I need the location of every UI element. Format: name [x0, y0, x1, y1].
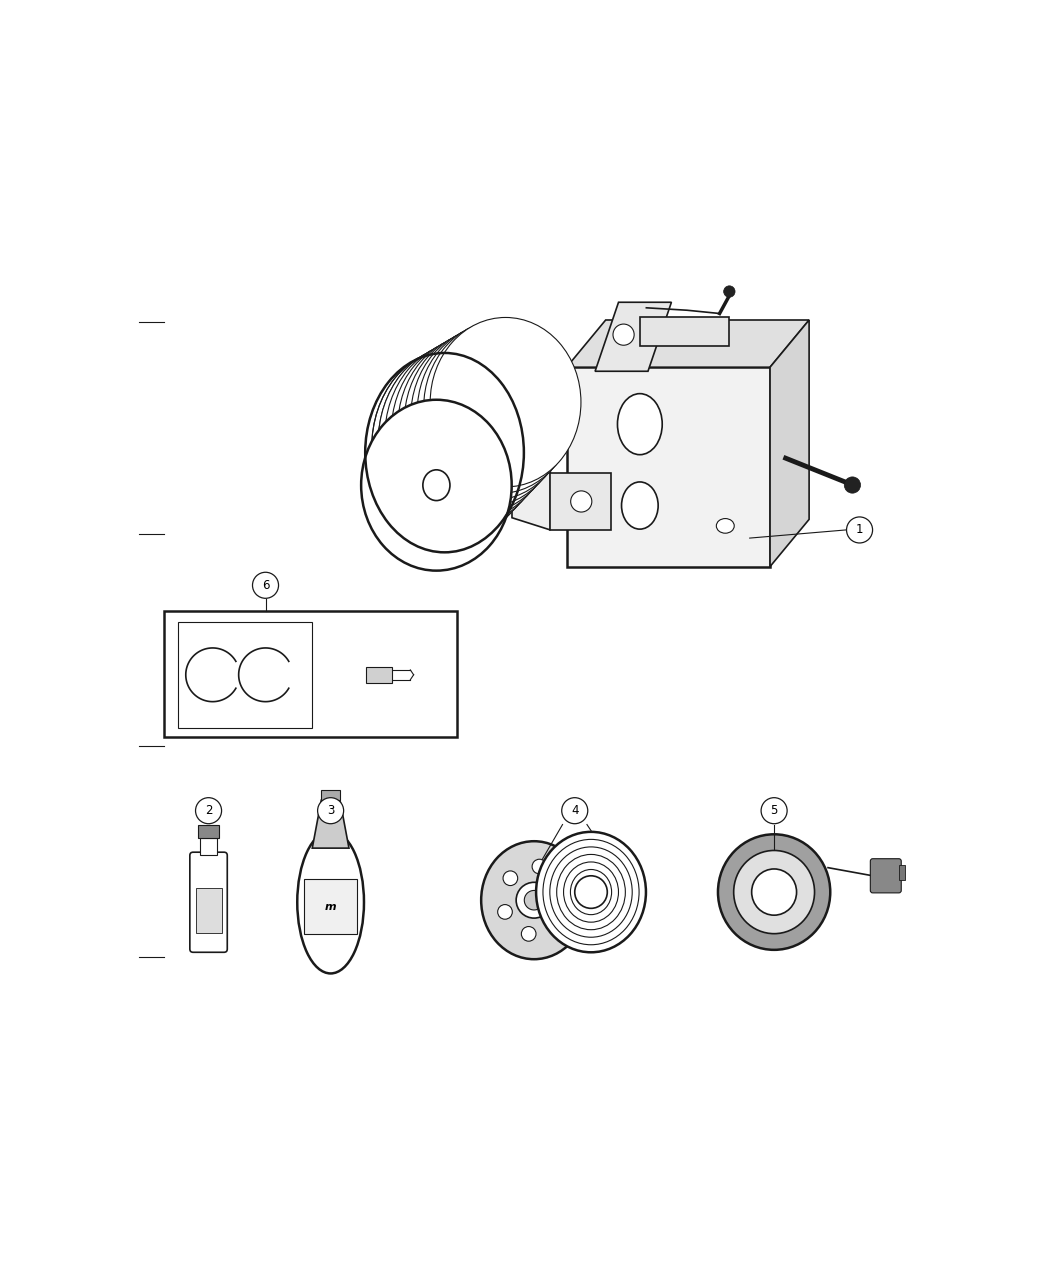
Ellipse shape: [537, 831, 646, 952]
Ellipse shape: [297, 831, 364, 973]
Circle shape: [562, 798, 588, 824]
Polygon shape: [550, 473, 611, 530]
Polygon shape: [595, 302, 671, 371]
Circle shape: [613, 324, 634, 346]
Ellipse shape: [378, 346, 536, 539]
Ellipse shape: [622, 482, 658, 529]
Ellipse shape: [384, 342, 541, 533]
Circle shape: [498, 904, 512, 919]
Circle shape: [503, 871, 518, 886]
Bar: [321, 790, 340, 801]
Bar: [197, 825, 219, 838]
Text: 5: 5: [771, 805, 778, 817]
Polygon shape: [312, 801, 349, 848]
Circle shape: [517, 882, 552, 918]
Bar: [164, 611, 457, 737]
Bar: [177, 622, 312, 728]
Text: 1: 1: [856, 524, 863, 537]
Bar: [899, 866, 905, 880]
Ellipse shape: [424, 321, 575, 493]
FancyBboxPatch shape: [190, 852, 227, 952]
Circle shape: [571, 491, 592, 513]
Circle shape: [723, 286, 735, 297]
Text: 6: 6: [261, 579, 269, 592]
Ellipse shape: [404, 332, 559, 513]
Ellipse shape: [752, 870, 797, 915]
Bar: [195, 887, 222, 933]
Circle shape: [532, 859, 547, 873]
Text: 4: 4: [571, 805, 579, 817]
Text: 3: 3: [327, 805, 334, 817]
Circle shape: [524, 890, 544, 910]
Ellipse shape: [718, 834, 831, 950]
Ellipse shape: [417, 325, 569, 500]
Circle shape: [574, 876, 607, 908]
Ellipse shape: [411, 328, 564, 506]
Ellipse shape: [617, 394, 663, 455]
Bar: [201, 838, 217, 856]
Bar: [639, 317, 730, 346]
Circle shape: [844, 477, 861, 493]
Circle shape: [846, 516, 873, 543]
FancyBboxPatch shape: [870, 858, 901, 892]
Circle shape: [761, 798, 788, 824]
Text: m: m: [324, 901, 336, 912]
Bar: [303, 880, 357, 933]
Circle shape: [550, 915, 565, 929]
Circle shape: [555, 881, 570, 896]
Ellipse shape: [392, 339, 547, 527]
Ellipse shape: [734, 850, 815, 933]
Ellipse shape: [372, 349, 529, 546]
Ellipse shape: [423, 469, 450, 501]
Circle shape: [317, 798, 343, 824]
Ellipse shape: [481, 842, 587, 959]
Polygon shape: [512, 400, 550, 530]
Circle shape: [522, 927, 536, 941]
Ellipse shape: [398, 335, 552, 520]
Text: 2: 2: [205, 805, 212, 817]
Ellipse shape: [365, 353, 524, 552]
Polygon shape: [567, 320, 810, 367]
Polygon shape: [770, 320, 810, 566]
FancyBboxPatch shape: [366, 667, 393, 683]
Ellipse shape: [430, 317, 581, 487]
Circle shape: [195, 798, 222, 824]
Circle shape: [252, 572, 278, 598]
Ellipse shape: [361, 400, 511, 571]
Bar: [567, 367, 770, 566]
Ellipse shape: [716, 519, 734, 533]
